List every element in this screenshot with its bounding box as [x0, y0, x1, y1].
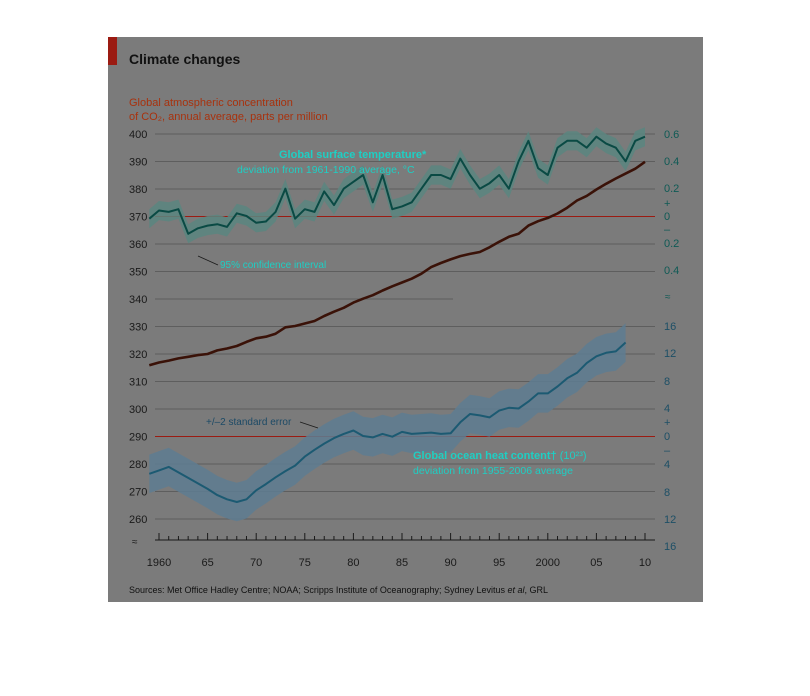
y-tick-label: 330 [129, 322, 147, 334]
y-tick-label: 400 [129, 129, 147, 141]
ocean-tick-label: 12 [664, 348, 676, 360]
chart-title: Climate changes [129, 51, 240, 67]
x-tick-label: 10 [639, 557, 651, 569]
temp-tick-label: 0.6 [664, 129, 679, 141]
temperature-band-label: 95% confidence interval [220, 260, 326, 271]
ocean-tick-label: – [664, 445, 671, 457]
temperature-subtitle: deviation from 1961-1990 average, °C [237, 164, 415, 176]
temperature-title: Global surface temperature* [279, 149, 427, 161]
co2-title: Global atmospheric concentration [129, 97, 293, 109]
ocean-band-label: +/–2 standard error [206, 417, 292, 428]
x-tick-label: 2000 [536, 557, 560, 569]
x-tick-label: 1960 [147, 557, 171, 569]
source-note: Sources: Met Office Hadley Centre; NOAA;… [129, 585, 548, 595]
brand-bar [108, 37, 117, 65]
gridlines [155, 133, 655, 541]
temp-tick-label: 0.2 [664, 238, 679, 250]
source-tail: , GRL [525, 585, 549, 595]
co2-line [148, 160, 646, 367]
ocean-tick-label: 8 [664, 376, 670, 388]
axis-break-left: ≈ [132, 537, 138, 548]
confidence-bands [149, 127, 646, 522]
ocean-tick-label: 16 [664, 321, 676, 333]
temperature-band-leader [197, 255, 219, 266]
source-em: et al [508, 585, 526, 595]
y-tick-label: 320 [129, 349, 147, 361]
y-tick-label: 340 [129, 294, 147, 306]
y-tick-label: 370 [129, 212, 147, 224]
y-tick-label: 260 [129, 514, 147, 526]
temp-tick-label: 0.4 [664, 156, 679, 168]
ocean-title-unit: (10²³) [560, 450, 587, 462]
x-tick-label: 70 [250, 557, 262, 569]
ocean-tick-label: 12 [664, 514, 676, 526]
ocean-band-leader [299, 421, 319, 429]
x-tick-label: 75 [299, 557, 311, 569]
x-tick-label: 95 [493, 557, 505, 569]
x-tick-label: 85 [396, 557, 408, 569]
y-tick-label: 360 [129, 239, 147, 251]
x-tick-label: 80 [347, 557, 359, 569]
y-tick-label: 300 [129, 404, 147, 416]
x-tick-label: 65 [201, 557, 213, 569]
y-tick-label: 310 [129, 377, 147, 389]
x-tick-label: 90 [444, 557, 456, 569]
y-tick-label: 280 [129, 459, 147, 471]
ocean-title-text: Global ocean heat content† [413, 450, 557, 462]
y-tick-label: 290 [129, 432, 147, 444]
ocean-error-band [149, 323, 626, 522]
source-text: Sources: Met Office Hadley Centre; NOAA;… [129, 585, 506, 595]
ocean-tick-label: + [664, 417, 670, 429]
temp-tick-label: 0 [664, 211, 670, 223]
ocean-subtitle: deviation from 1955-2006 average [413, 465, 573, 477]
y-tick-label: 380 [129, 184, 147, 196]
ocean-tick-label: 4 [664, 459, 670, 471]
co2-subtitle: of CO₂, annual average, parts per millio… [129, 111, 328, 123]
x-tick-label: 05 [590, 557, 602, 569]
ocean-tick-label: 0 [664, 431, 670, 443]
y-tick-label: 390 [129, 157, 147, 169]
y-tick-label: 350 [129, 267, 147, 279]
temp-tick-label: 0.2 [664, 183, 679, 195]
ocean-line [148, 341, 627, 503]
temp-tick-label: – [664, 224, 671, 236]
axis-break-right: ≈ [665, 292, 671, 303]
axis-labels: 4003903803703603503403303203103002902802… [129, 129, 679, 569]
y-tick-label: 270 [129, 487, 147, 499]
ocean-tick-label: 4 [664, 403, 670, 415]
ocean-title: Global ocean heat content† (10²³) [413, 450, 587, 462]
series-lines [148, 135, 646, 503]
temp-tick-label: + [664, 198, 670, 210]
temperature-line [148, 135, 646, 235]
ocean-tick-label: 16 [664, 541, 676, 553]
ocean-tick-label: 8 [664, 487, 670, 499]
temp-tick-label: 0.4 [664, 265, 679, 277]
